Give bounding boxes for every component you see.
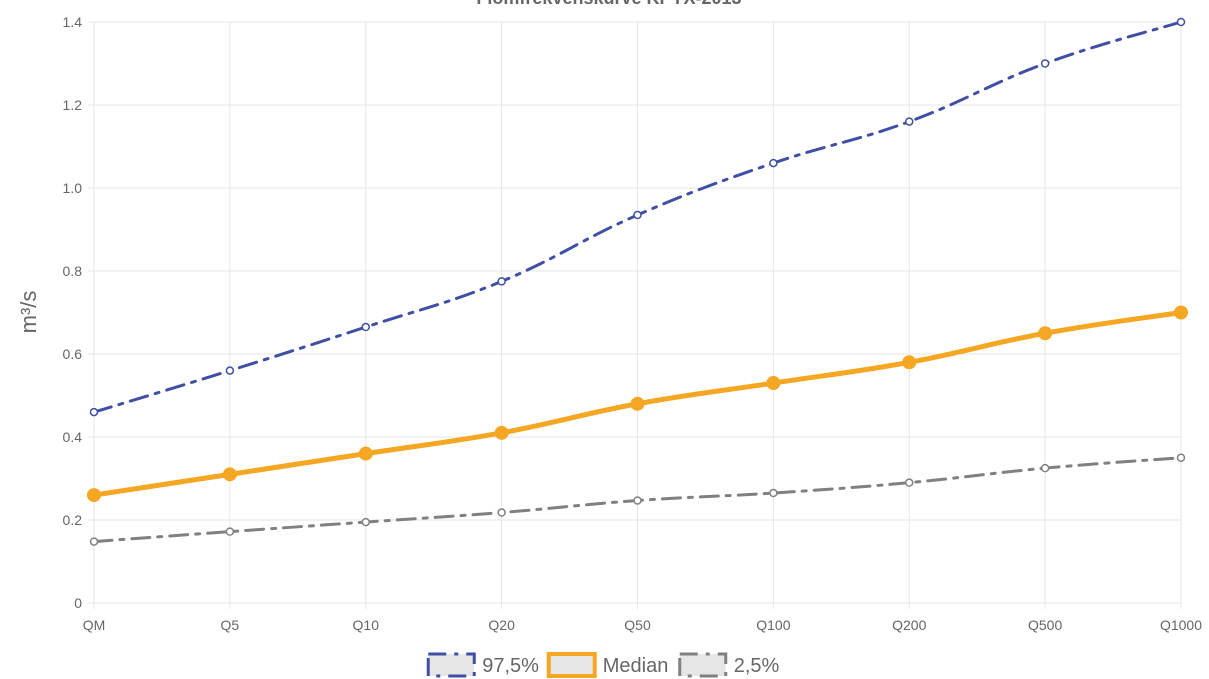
y-tick-label: 0.8: [63, 263, 83, 279]
axes: 0 0.2 0.4 0.6 0.8 1.0 1.2 1.4 QM Q5 Q10 Q20 Q50 Q100 Q…: [63, 14, 1203, 633]
legend-item[interactable]: Median: [546, 652, 669, 678]
y-tick-label: 1.2: [63, 97, 83, 113]
series-lines: [87, 17, 1188, 546]
series-lower: [89, 453, 1186, 546]
data-point[interactable]: [361, 517, 370, 527]
y-tick-label: 1.0: [63, 180, 83, 196]
legend-label: Median: [603, 655, 669, 677]
x-tick-label: Q1000: [1160, 617, 1202, 633]
data-point[interactable]: [222, 467, 237, 482]
data-point[interactable]: [1040, 59, 1050, 68]
data-point[interactable]: [497, 277, 506, 286]
legend-label: 97,5%: [482, 655, 539, 677]
data-point[interactable]: [225, 527, 235, 536]
data-point[interactable]: [769, 158, 778, 168]
data-point[interactable]: [89, 537, 99, 546]
data-point[interactable]: [905, 117, 914, 126]
x-tick-label: Q5: [221, 617, 240, 633]
series-upper: [89, 17, 1186, 417]
data-point[interactable]: [633, 496, 642, 505]
chart-title: Flomfrekvenskurve KPYX-2013: [476, 0, 741, 8]
x-tick-label: Q20: [488, 617, 515, 633]
x-tick-label: QM: [83, 617, 106, 633]
x-tick-label: Q50: [624, 617, 651, 633]
legend[interactable]: 97,5% Median 2,5%: [426, 652, 780, 678]
x-tick-label: Q10: [353, 617, 380, 633]
y-tick-label: 0.2: [63, 512, 83, 528]
data-point[interactable]: [494, 425, 509, 440]
data-point[interactable]: [89, 407, 99, 417]
data-point[interactable]: [1176, 17, 1186, 27]
data-point[interactable]: [1174, 305, 1188, 320]
data-point[interactable]: [497, 508, 506, 517]
legend-swatch: [678, 652, 728, 678]
grid-lines: [88, 21, 1182, 609]
y-axis-label: m³/s: [16, 291, 41, 334]
data-point[interactable]: [633, 210, 642, 220]
x-tick-label: Q200: [892, 617, 926, 633]
y-tick-label: 0.6: [63, 346, 83, 362]
data-point[interactable]: [225, 366, 235, 375]
data-point[interactable]: [769, 488, 778, 498]
data-point[interactable]: [358, 446, 373, 461]
x-tick-label: Q100: [756, 617, 790, 633]
legend-item[interactable]: 97,5%: [426, 652, 539, 678]
x-tick-label: Q500: [1028, 617, 1062, 633]
data-point[interactable]: [87, 488, 101, 503]
data-point[interactable]: [630, 396, 645, 411]
legend-swatch: [426, 652, 476, 678]
y-tick-label: 1.4: [63, 14, 83, 30]
legend-item[interactable]: 2,5%: [678, 652, 780, 678]
data-point[interactable]: [361, 322, 370, 332]
data-point[interactable]: [1040, 463, 1050, 473]
series-median: [87, 305, 1188, 503]
data-point[interactable]: [905, 478, 914, 487]
y-tick-label: 0.4: [63, 429, 83, 445]
data-point[interactable]: [1176, 453, 1186, 462]
data-point[interactable]: [902, 355, 917, 370]
legend-swatch: [546, 652, 597, 678]
data-point[interactable]: [766, 376, 781, 391]
legend-label: 2,5%: [734, 655, 780, 677]
data-point[interactable]: [1038, 326, 1053, 341]
y-tick-label: 0: [74, 595, 82, 611]
